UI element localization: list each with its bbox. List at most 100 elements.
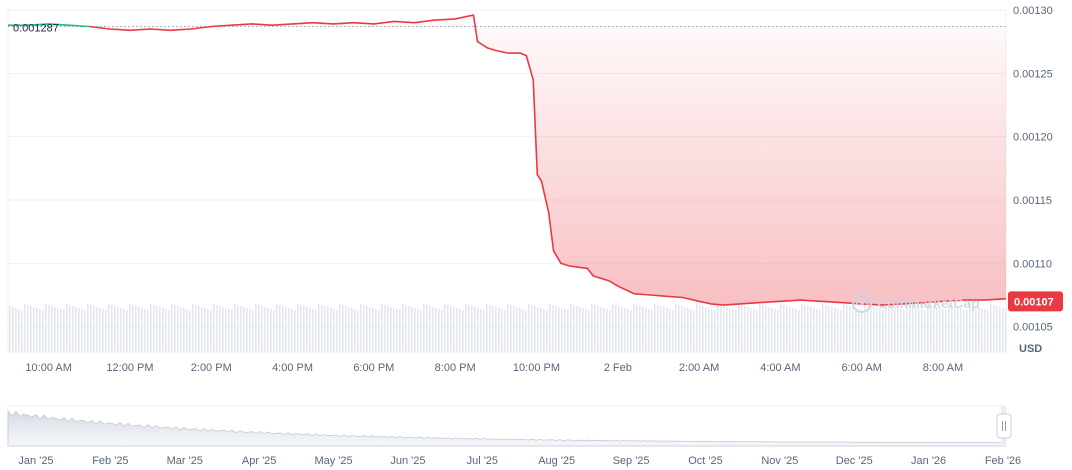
- volume-bar: [876, 308, 878, 352]
- volume-bar: [735, 310, 737, 352]
- volume-bar: [360, 304, 362, 352]
- volume-bar: [279, 305, 281, 352]
- volume-bar: [453, 307, 455, 352]
- volume-bar: [699, 305, 701, 352]
- coinmarketcap-wave-icon: [855, 299, 869, 306]
- volume-bar: [993, 305, 995, 352]
- volume-bar: [315, 310, 317, 352]
- navigator-tick-label: Feb '25: [92, 455, 128, 467]
- volume-bar: [888, 305, 890, 352]
- volume-bar: [873, 307, 875, 352]
- volume-bar: [75, 307, 77, 352]
- volume-bar: [972, 305, 974, 352]
- volume-bar: [609, 310, 611, 352]
- volume-bar: [597, 306, 599, 352]
- volume-bar: [828, 306, 830, 352]
- volume-bar: [309, 308, 311, 352]
- volume-bar: [606, 309, 608, 352]
- volume-bar: [843, 304, 845, 352]
- volume-bar: [714, 310, 716, 352]
- volume-bar: [411, 307, 413, 352]
- volume-bar: [159, 307, 161, 352]
- last-price-badge: [1008, 291, 1063, 312]
- volume-bar: [372, 308, 374, 352]
- volume-bar: [687, 308, 689, 352]
- volume-bar: [618, 306, 620, 352]
- volume-bar: [177, 306, 179, 352]
- price-line[interactable]: [8, 14, 1007, 306]
- volume-bar: [990, 304, 992, 352]
- volume-bar: [459, 309, 461, 352]
- volume-bar: [588, 310, 590, 352]
- volume-bar: [936, 307, 938, 352]
- volume-bar: [486, 304, 488, 352]
- volume-bar: [267, 308, 269, 352]
- volume-bar: [552, 305, 554, 352]
- volume-bar: [348, 307, 350, 352]
- volume-bar: [621, 307, 623, 352]
- volume-bar: [9, 306, 11, 352]
- volume-bar: [819, 310, 821, 352]
- volume-bar: [123, 309, 125, 352]
- volume-bar: [891, 306, 893, 352]
- volume-bar: [912, 306, 914, 352]
- volume-bar: [945, 310, 947, 352]
- volume-bar: [774, 309, 776, 352]
- volume-bar: [939, 308, 941, 352]
- volume-bar: [42, 310, 44, 352]
- volume-bar: [627, 309, 629, 352]
- volume-bar: [162, 308, 164, 352]
- volume-bar: [126, 310, 128, 352]
- volume-bar: [333, 309, 335, 352]
- volume-bar: [642, 307, 644, 352]
- volume-bar: [741, 305, 743, 352]
- volume-bar: [864, 304, 866, 352]
- volume-bar: [192, 304, 194, 352]
- volume-bar: [603, 308, 605, 352]
- navigator-tick-label: Apr '25: [242, 455, 277, 467]
- volume-bar: [147, 310, 149, 352]
- volume-bar: [393, 308, 395, 352]
- volume-bar: [54, 307, 56, 352]
- volume-bar: [414, 308, 416, 352]
- volume-bar: [132, 305, 134, 352]
- volume-bar: [918, 308, 920, 352]
- volume-bar: [897, 308, 899, 352]
- x-tick-label: 6:00 AM: [842, 362, 882, 374]
- navigator-handle[interactable]: [996, 413, 1012, 439]
- x-tick-label: 4:00 AM: [760, 362, 800, 374]
- volume-bar: [543, 309, 545, 352]
- volume-bar: [378, 310, 380, 352]
- navigator[interactable]: Jan '25 Feb '25 Mar '25 Apr '25 May '25 Jun '…: [7, 405, 1021, 467]
- volume-bar: [738, 304, 740, 352]
- volume-bar: [636, 305, 638, 352]
- volume-bar: [282, 306, 284, 352]
- volume-bar: [381, 304, 383, 352]
- price-line-up[interactable]: [8, 23, 90, 28]
- volume-bar: [777, 310, 779, 352]
- volume-bar: [567, 310, 569, 352]
- volume-bar: [489, 305, 491, 352]
- volume-bar: [180, 307, 182, 352]
- volume-bar: [858, 309, 860, 352]
- volume-bar: [312, 309, 314, 352]
- volume-bar: [387, 306, 389, 352]
- volume-bar: [33, 307, 35, 352]
- volume-bar: [513, 306, 515, 352]
- x-tick-label: 8:00 AM: [923, 362, 963, 374]
- navigator-tick-label: Jan '26: [911, 455, 946, 467]
- volume-bar: [81, 309, 83, 352]
- volume-bar: [921, 309, 923, 352]
- volume-bar: [834, 308, 836, 352]
- volume-bar: [633, 304, 635, 352]
- volume-bar: [222, 307, 224, 352]
- volume-bar: [216, 305, 218, 352]
- price-line-down[interactable]: [89, 14, 1007, 306]
- volume-bar: [816, 309, 818, 352]
- volume-bar: [78, 308, 80, 352]
- unit-label: USD: [1019, 343, 1042, 355]
- volume-bar: [48, 305, 50, 352]
- volume-bar: [600, 307, 602, 352]
- volume-bar: [495, 307, 497, 352]
